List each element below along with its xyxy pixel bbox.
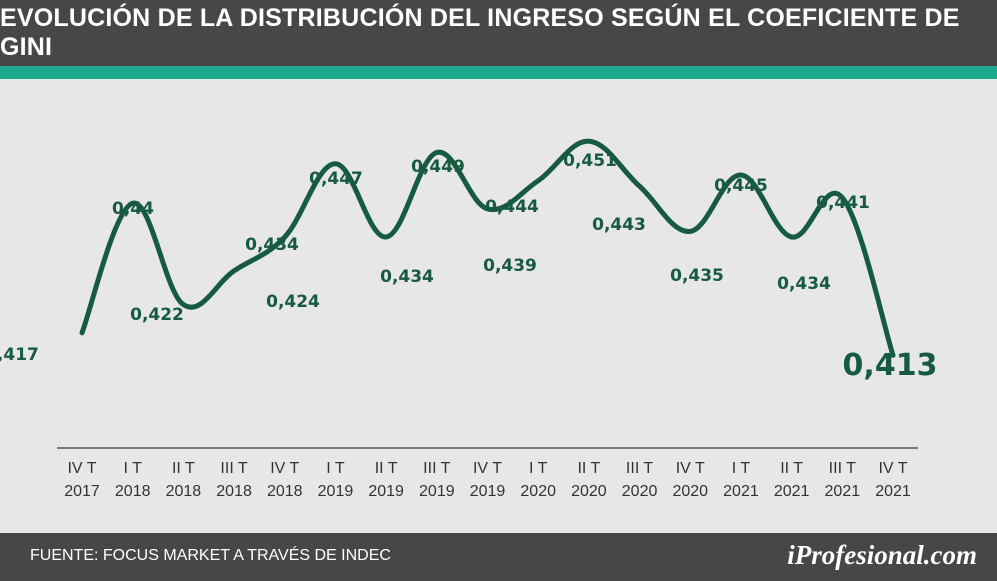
series-line-gini (79, 138, 896, 358)
svg-text:2018: 2018 (216, 483, 252, 500)
chart-title: EVOLUCIÓN DE LA DISTRIBUCIÓN DEL INGRESO… (0, 4, 960, 61)
svg-text:II T: II T (172, 460, 195, 477)
svg-text:2018: 2018 (267, 483, 303, 500)
x-tick-label: III T 2018 (216, 460, 252, 500)
svg-text:IV T: IV T (270, 460, 299, 477)
data-label: 0,449 (411, 157, 465, 177)
x-tick-label: I T 2018 (115, 460, 151, 500)
x-tick-label: I T 2019 (318, 460, 354, 500)
x-tick-label: IV T 2018 (267, 460, 303, 500)
svg-text:IV T: IV T (676, 460, 705, 477)
accent-bar (0, 66, 997, 79)
svg-text:2021: 2021 (875, 483, 911, 500)
data-label: 0,44 (112, 199, 154, 219)
svg-text:III T: III T (626, 460, 653, 477)
x-tick-label: IV T 2019 (470, 460, 506, 500)
data-label: 0,443 (592, 215, 646, 235)
data-label: 0,422 (130, 305, 184, 325)
svg-text:2020: 2020 (622, 483, 658, 500)
svg-text:III T: III T (829, 460, 856, 477)
svg-text:I T: I T (732, 460, 751, 477)
x-tick-label: II T 2020 (571, 460, 607, 500)
data-label: 0,413 (843, 348, 938, 383)
x-tick-label: III T 2020 (622, 460, 658, 500)
svg-text:2020: 2020 (520, 483, 556, 500)
data-label: 0,439 (483, 256, 537, 276)
svg-text:2019: 2019 (470, 483, 506, 500)
data-label: 0,424 (266, 292, 320, 312)
data-label: 0,434 (777, 274, 831, 294)
svg-text:2021: 2021 (825, 483, 861, 500)
data-label: 0,434 (245, 235, 299, 255)
svg-text:II T: II T (375, 460, 398, 477)
data-label: 0,434 (380, 267, 434, 287)
footer-bar: FUENTE: FOCUS MARKET A TRAVÉS DE INDEC i… (0, 533, 997, 581)
svg-text:2019: 2019 (368, 483, 404, 500)
svg-text:2018: 2018 (166, 483, 202, 500)
x-tick-label: III T 2019 (419, 460, 455, 500)
chart-header: EVOLUCIÓN DE LA DISTRIBUCIÓN DEL INGRESO… (0, 0, 997, 66)
svg-text:2021: 2021 (774, 483, 810, 500)
svg-text:III T: III T (220, 460, 247, 477)
svg-text:I T: I T (529, 460, 548, 477)
data-label: 0,447 (309, 169, 363, 189)
x-tick-label: II T 2021 (774, 460, 810, 500)
x-tick-label: I T 2021 (723, 460, 759, 500)
x-tick-label: IV T 2020 (672, 460, 708, 500)
svg-text:II T: II T (577, 460, 600, 477)
source-note: FUENTE: FOCUS MARKET A TRAVÉS DE INDEC (30, 547, 391, 564)
svg-text:2021: 2021 (723, 483, 759, 500)
svg-text:2019: 2019 (318, 483, 354, 500)
brand-logo: iProfesional.com (787, 540, 977, 570)
svg-text:III T: III T (423, 460, 450, 477)
x-tick-label: IV T 2017 (64, 460, 100, 500)
x-tick-label: IV T 2021 (875, 460, 911, 500)
data-label: 0,444 (485, 197, 539, 217)
x-tick-label: I T 2020 (520, 460, 556, 500)
data-label: 0,451 (563, 151, 617, 171)
x-tick-label: II T 2019 (368, 460, 404, 500)
svg-text:2020: 2020 (672, 483, 708, 500)
svg-text:II T: II T (780, 460, 803, 477)
svg-text:2018: 2018 (115, 483, 151, 500)
data-label: 0,417 (0, 345, 39, 365)
svg-text:2020: 2020 (571, 483, 607, 500)
gini-line-chart: 0,417 0,44 0,422 0,434 0,424 0,447 0,434 0,449 0… (0, 138, 938, 500)
svg-text:I T: I T (124, 460, 143, 477)
x-tick-label: III T 2021 (825, 460, 861, 500)
data-label: 0,441 (816, 193, 870, 213)
svg-text:2017: 2017 (64, 483, 100, 500)
data-label: 0,435 (670, 266, 724, 286)
svg-text:2019: 2019 (419, 483, 455, 500)
svg-text:IV T: IV T (473, 460, 502, 477)
data-label: 0,445 (714, 176, 768, 196)
svg-text:IV T: IV T (67, 460, 96, 477)
svg-text:I T: I T (326, 460, 345, 477)
svg-text:IV T: IV T (878, 460, 907, 477)
x-tick-label: II T 2018 (166, 460, 202, 500)
